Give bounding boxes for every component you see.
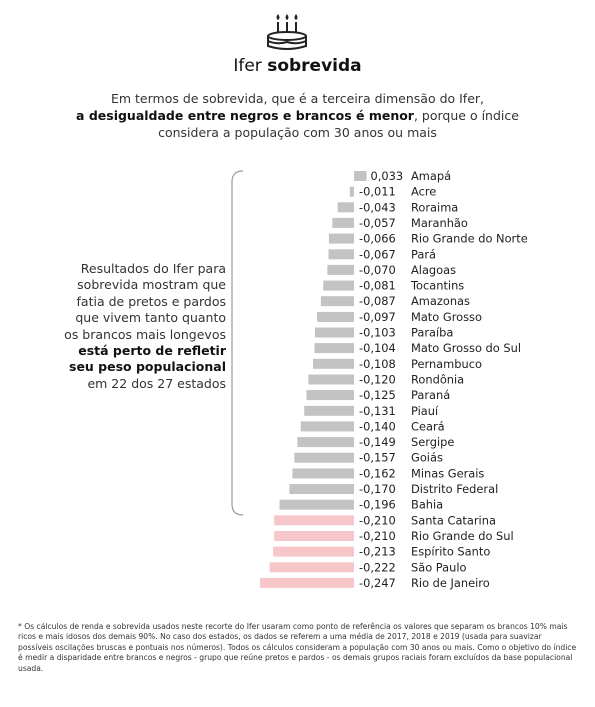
category-label: Rio de Janeiro (411, 576, 490, 590)
value-label: 0,033 (371, 169, 404, 183)
bar-13 (313, 358, 354, 369)
category-label: Pará (411, 247, 436, 261)
value-label: -0,222 (359, 560, 396, 574)
value-label: -0,120 (359, 373, 396, 387)
category-label: Distrito Federal (411, 482, 498, 496)
intro-text: Em termos de sobrevida, que é a terceira… (76, 91, 519, 140)
bar-2 (349, 186, 354, 197)
value-label: -0,081 (359, 279, 396, 293)
value-label: -0,131 (359, 404, 396, 418)
bar-12 (314, 343, 354, 354)
category-label: Mato Grosso (411, 310, 482, 324)
category-label: Pernambuco (411, 357, 482, 371)
category-label: Mato Grosso do Sul (411, 341, 521, 355)
value-label: -0,070 (359, 263, 396, 277)
category-label: Maranhão (411, 216, 468, 230)
value-label: -0,104 (359, 341, 396, 355)
value-label: -0,097 (359, 310, 396, 324)
value-label: -0,103 (359, 326, 396, 340)
bar-16 (304, 405, 354, 416)
bar-4 (332, 217, 354, 228)
value-label: -0,247 (359, 576, 396, 590)
bar-26 (269, 562, 354, 573)
bar-14 (308, 374, 354, 385)
value-label: -0,157 (359, 451, 396, 465)
bar-22 (279, 499, 354, 510)
category-label: Acre (411, 185, 436, 199)
bar-chart: 0,033 Amapá -0,011 Acre -0,043 Roraima -0,057 M… (260, 169, 528, 590)
bar-6 (328, 249, 354, 260)
bar-1 (354, 171, 367, 181)
bar-27 (260, 577, 354, 588)
category-label: Ceará (411, 419, 445, 433)
category-label: Rondônia (411, 373, 464, 387)
category-label: Tocantins (410, 279, 464, 293)
birthday-cake-icon (267, 14, 307, 50)
category-label: Rio Grande do Norte (411, 232, 528, 246)
value-label: -0,066 (359, 232, 396, 246)
category-label: Amapá (411, 169, 451, 183)
category-label: Alagoas (411, 263, 456, 277)
value-label: -0,210 (359, 529, 396, 543)
category-label: Sergipe (411, 435, 454, 449)
value-label: -0,087 (359, 294, 396, 308)
category-label: Minas Gerais (411, 466, 484, 480)
value-label: -0,213 (359, 545, 396, 559)
category-label: Espírito Santo (411, 545, 490, 559)
value-label: -0,210 (359, 513, 396, 527)
value-label: -0,011 (359, 185, 396, 199)
bar-11 (314, 327, 354, 338)
bar-24 (274, 531, 354, 541)
value-label: -0,125 (359, 388, 396, 402)
value-label: -0,196 (359, 498, 396, 512)
value-label: -0,140 (359, 419, 396, 433)
bar-19 (294, 452, 354, 463)
bar-17 (300, 421, 354, 432)
value-label: -0,162 (359, 466, 396, 480)
category-label: Amazonas (411, 294, 470, 308)
category-label: Rio Grande do Sul (411, 529, 514, 543)
bar-25 (273, 546, 354, 557)
value-label: -0,067 (359, 247, 396, 261)
bar-21 (289, 484, 354, 494)
value-label: -0,043 (359, 200, 396, 214)
bar-9 (320, 296, 354, 307)
category-label: Paraíba (411, 326, 453, 340)
bar-3 (337, 202, 354, 213)
bar-5 (328, 233, 354, 244)
bar-20 (292, 468, 354, 479)
page-title: Ifer sobrevida (233, 56, 362, 76)
footnote: * Os cálculos de renda e sobrevida usado… (18, 622, 577, 673)
category-label: São Paulo (411, 560, 467, 574)
value-label: -0,057 (359, 216, 396, 230)
side-note: Resultados do Ifer para sobrevida mostra… (64, 261, 226, 391)
bar-10 (317, 311, 354, 322)
bracket-divider (231, 170, 244, 516)
value-label: -0,149 (359, 435, 396, 449)
category-label: Santa Catarina (411, 513, 496, 527)
category-label: Piauí (411, 404, 439, 418)
bar-7 (327, 264, 354, 275)
bar-23 (274, 515, 354, 526)
category-label: Roraima (411, 200, 458, 214)
bar-15 (306, 390, 354, 401)
bar-18 (297, 437, 354, 448)
value-label: -0,108 (359, 357, 396, 371)
category-label: Bahia (411, 498, 443, 512)
value-label: -0,170 (359, 482, 396, 496)
bar-8 (323, 280, 354, 291)
category-label: Paraná (411, 388, 450, 402)
category-label: Goiás (411, 451, 443, 465)
